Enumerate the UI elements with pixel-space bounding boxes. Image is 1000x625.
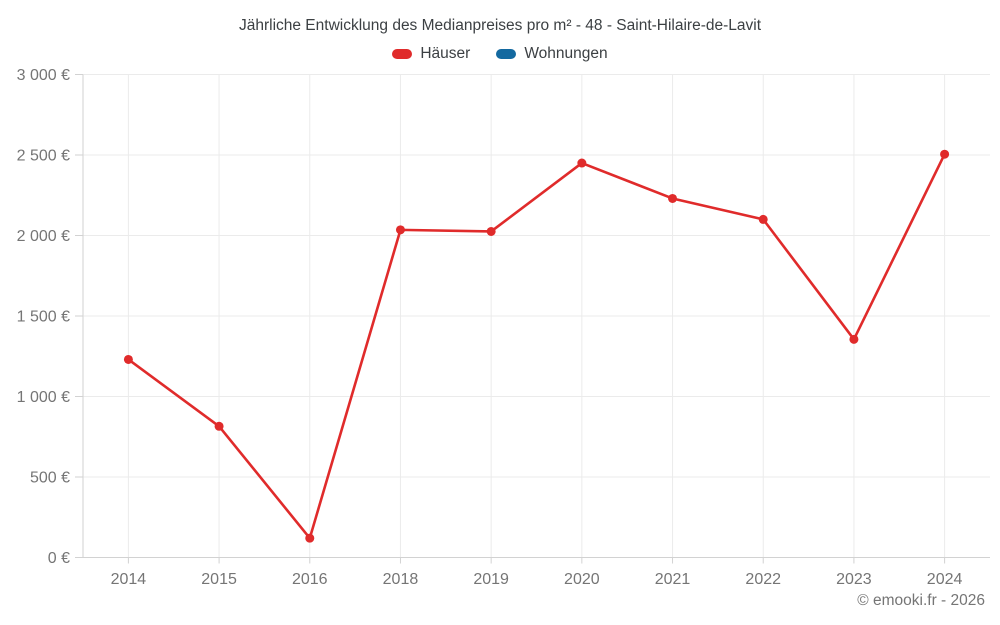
data-point-h-user[interactable] [486, 226, 496, 236]
x-tick-label: 2014 [111, 571, 147, 588]
data-point-h-user[interactable] [758, 214, 768, 224]
y-tick-label: 0 € [48, 550, 70, 567]
x-tick-label: 2023 [836, 571, 872, 588]
x-tick-label: 2022 [745, 571, 781, 588]
y-tick-label: 1 000 € [17, 389, 70, 406]
legend-swatch-wohnungen-icon [496, 49, 517, 59]
copyright-text: © emooki.fr - 2026 [857, 592, 985, 609]
data-point-h-user[interactable] [849, 334, 859, 344]
data-point-h-user[interactable] [123, 354, 133, 364]
y-tick-label: 1 500 € [17, 309, 70, 326]
y-tick-label: 3 000 € [17, 67, 70, 84]
x-tick-label: 2016 [292, 571, 328, 588]
y-tick-label: 500 € [30, 470, 70, 487]
x-tick-label: 2015 [201, 571, 237, 588]
legend-item-hauser[interactable]: Häuser [392, 45, 470, 63]
y-tick-label: 2 000 € [17, 228, 70, 245]
data-point-h-user[interactable] [395, 225, 405, 235]
x-tick-label: 2021 [655, 571, 691, 588]
x-tick-label: 2019 [473, 571, 509, 588]
data-point-h-user[interactable] [668, 193, 678, 203]
data-point-h-user[interactable] [577, 158, 587, 168]
legend-label-wohnungen: Wohnungen [524, 45, 608, 62]
x-tick-label: 2020 [564, 571, 600, 588]
data-point-h-user[interactable] [305, 533, 315, 543]
x-tick-label: 2024 [927, 571, 963, 588]
y-tick-label: 2 500 € [17, 148, 70, 165]
series-line-h-user [127, 153, 946, 540]
chart-title: Jährliche Entwicklung des Medianpreises … [238, 17, 762, 34]
legend-item-wohnungen[interactable]: Wohnungen [496, 45, 608, 63]
legend-label-hauser: Häuser [420, 45, 471, 62]
legend: Häuser Wohnungen [0, 45, 1000, 63]
legend-swatch-hauser-icon [392, 49, 413, 59]
data-point-h-user[interactable] [214, 421, 224, 431]
x-tick-label: 2018 [383, 571, 419, 588]
data-point-h-user[interactable] [940, 149, 950, 159]
